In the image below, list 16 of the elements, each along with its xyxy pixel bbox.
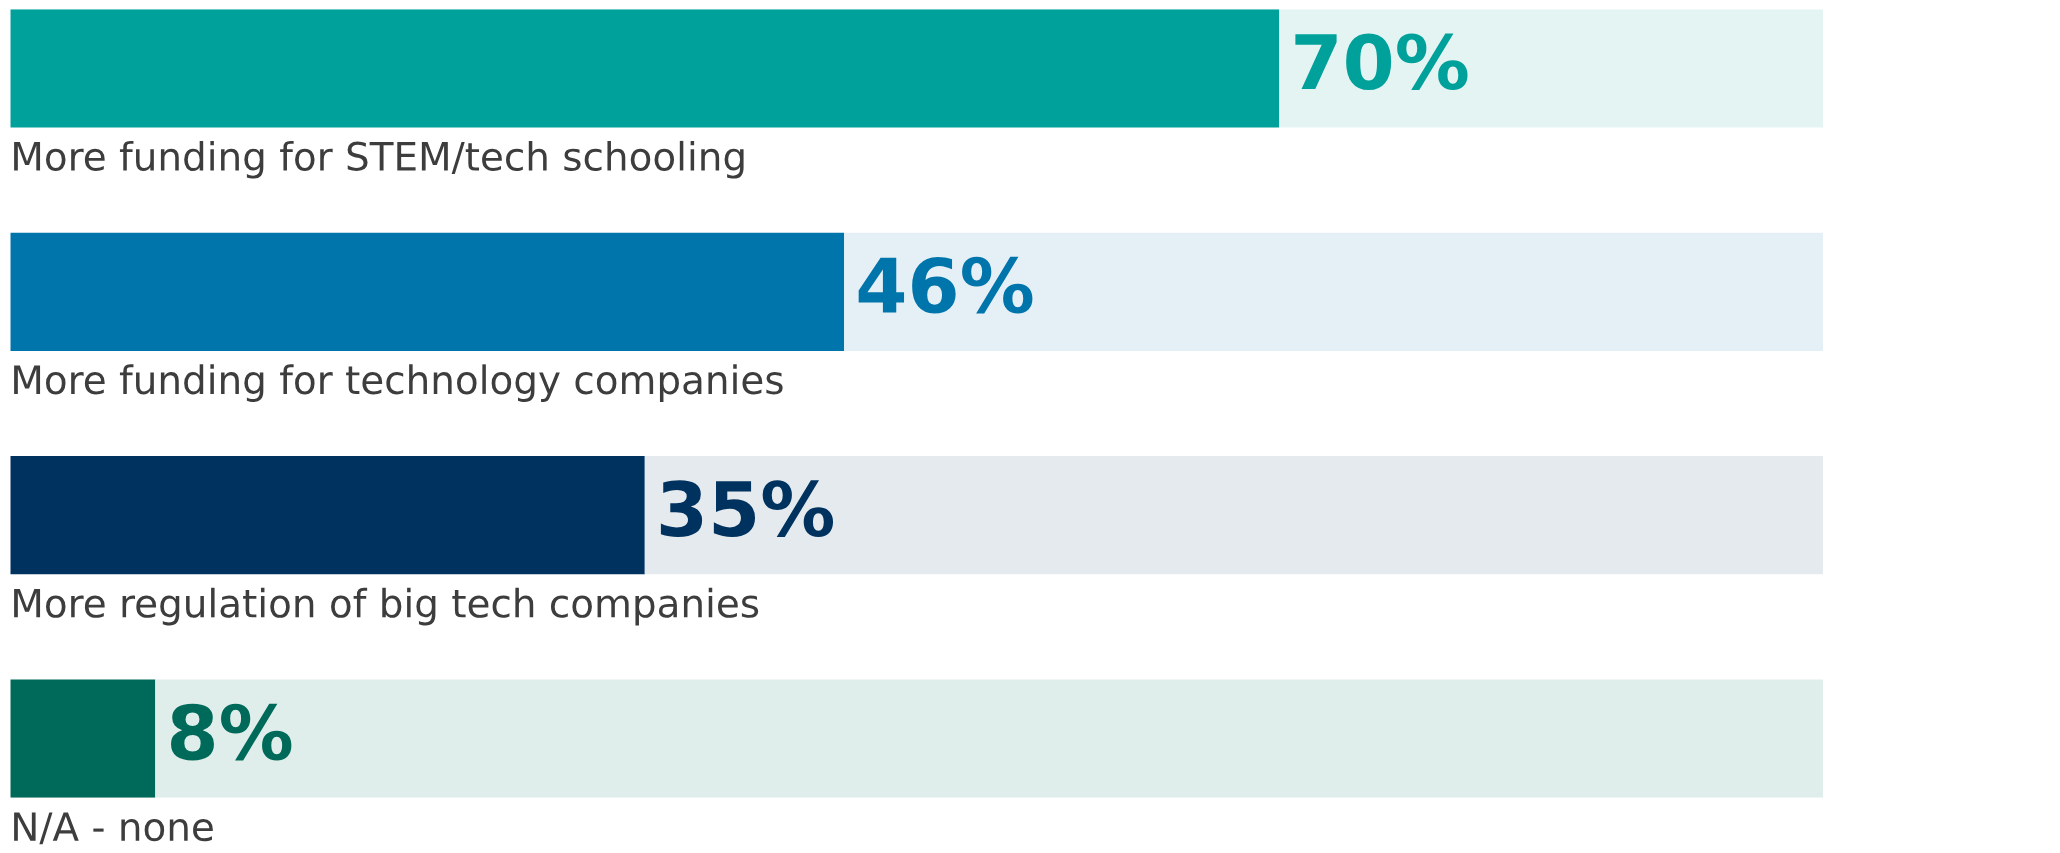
bar	[644, 456, 1824, 575]
y-tick-label: More regulation of big tech companies	[14, 587, 759, 626]
y-tick-label: N/A - none	[14, 812, 213, 845]
bar	[155, 679, 1824, 798]
data-label: 35%	[660, 480, 834, 537]
data-label: 70%	[1295, 33, 1468, 91]
bar	[1279, 9, 1824, 128]
bar	[10, 679, 156, 798]
bar	[844, 232, 1824, 351]
y-tick-label: More funding for technology companies	[14, 364, 783, 402]
data-label: 8%	[171, 703, 292, 761]
bar	[10, 232, 845, 351]
y-tick-label: More funding for STEM/tech schooling	[14, 140, 744, 179]
data-label: 46%	[858, 256, 1033, 314]
bar	[10, 9, 1280, 128]
bar	[10, 456, 645, 575]
